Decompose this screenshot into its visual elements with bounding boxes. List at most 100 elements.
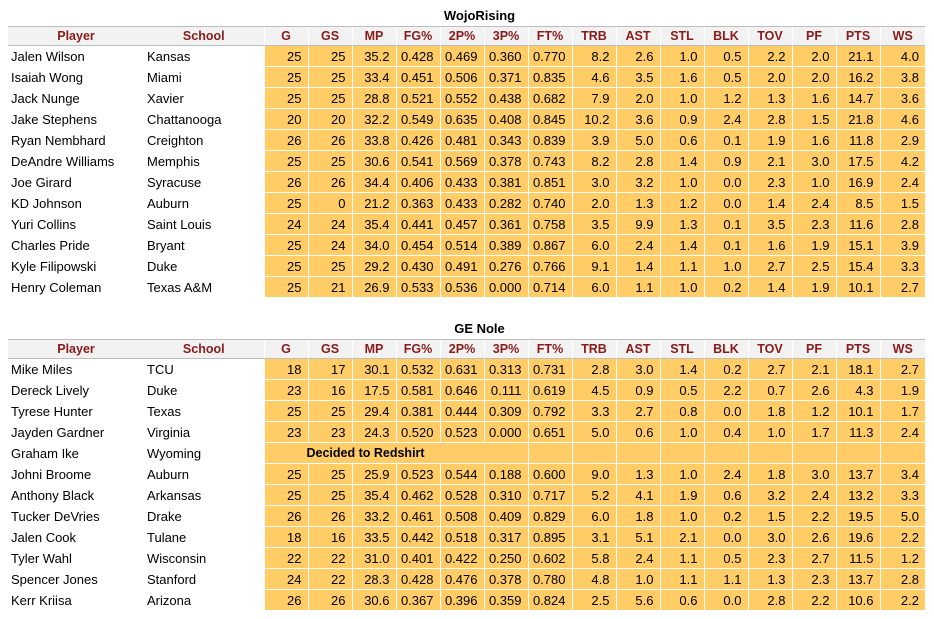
player-name: Dereck Lively bbox=[8, 379, 144, 401]
stat-cell: 1.0 bbox=[659, 45, 704, 67]
empty-stat-cell bbox=[571, 442, 616, 464]
player-name: Mike Miles bbox=[8, 358, 144, 380]
stat-cell: 26 bbox=[307, 505, 352, 527]
stat-cell: 25 bbox=[307, 400, 352, 422]
stat-cell: 0.433 bbox=[439, 171, 484, 193]
stat-cell: 2.3 bbox=[791, 213, 836, 235]
stat-cell: 3.0 bbox=[747, 526, 792, 548]
stat-cell: 0.6 bbox=[659, 589, 704, 611]
team-title: WojoRising bbox=[443, 8, 516, 23]
stat-cell: 25 bbox=[263, 255, 308, 277]
stat-cell: 4.3 bbox=[835, 379, 880, 401]
table-row: Jalen Cook Tulane 18 16 33.5 0.442 0.518 0.317 0… bbox=[8, 526, 925, 548]
stat-cell: 25 bbox=[263, 484, 308, 506]
stat-cell: 0.829 bbox=[527, 505, 572, 527]
stat-cell: 0.381 bbox=[395, 400, 440, 422]
stat-cell: 2.1 bbox=[791, 358, 836, 380]
stat-cell: 14.7 bbox=[835, 87, 880, 109]
stat-cell: 0.000 bbox=[483, 421, 528, 443]
stat-cell: 8.2 bbox=[571, 150, 616, 172]
stat-cell: 0.635 bbox=[439, 108, 484, 130]
stat-cell: 0.438 bbox=[483, 87, 528, 109]
stat-cell: 1.0 bbox=[659, 505, 704, 527]
stat-cell: 2.1 bbox=[747, 150, 792, 172]
player-name: Tyler Wahl bbox=[8, 547, 144, 569]
stat-cell: 0.401 bbox=[395, 547, 440, 569]
stat-cell: 2.0 bbox=[615, 87, 660, 109]
school-name: Tulane bbox=[144, 526, 264, 548]
stat-cell: 1.8 bbox=[747, 400, 792, 422]
stat-cell: 0.506 bbox=[439, 66, 484, 88]
stat-cell: 0.528 bbox=[439, 484, 484, 506]
stat-cell: 6.0 bbox=[571, 505, 616, 527]
player-name: Jalen Cook bbox=[8, 526, 144, 548]
stat-cell: 5.2 bbox=[571, 484, 616, 506]
stat-cell: 0.867 bbox=[527, 234, 572, 256]
school-name: Bryant bbox=[144, 234, 264, 256]
stat-cell: 1.5 bbox=[879, 192, 925, 214]
stat-cell: 2.0 bbox=[791, 66, 836, 88]
stat-cell: 0.282 bbox=[483, 192, 528, 214]
table-row: Graham Ike Wyoming Decided to Redshirt bbox=[8, 442, 925, 464]
school-name: Wisconsin bbox=[144, 547, 264, 569]
stat-cell: 4.2 bbox=[879, 150, 925, 172]
column-header: PF bbox=[791, 339, 836, 359]
stat-cell: 3.0 bbox=[791, 150, 836, 172]
stat-cell: 1.2 bbox=[791, 400, 836, 422]
stat-cell: 0.378 bbox=[483, 150, 528, 172]
stat-cell: 0.508 bbox=[439, 505, 484, 527]
column-header: 3P% bbox=[483, 339, 528, 359]
stat-cell: 17.5 bbox=[835, 150, 880, 172]
stat-cell: 0.646 bbox=[439, 379, 484, 401]
stat-cell: 0.895 bbox=[527, 526, 572, 548]
player-name: Joe Girard bbox=[8, 171, 144, 193]
stat-cell: 0.367 bbox=[395, 589, 440, 611]
table-row: Dereck Lively Duke 23 16 17.5 0.581 0.646 0.111… bbox=[8, 379, 925, 401]
stat-cell: 35.2 bbox=[351, 45, 396, 67]
stat-cell: 1.5 bbox=[791, 108, 836, 130]
stat-cell: 0.441 bbox=[395, 213, 440, 235]
stat-cell: 0.188 bbox=[483, 463, 528, 485]
stat-cell: 2.3 bbox=[791, 568, 836, 590]
stat-cell: 26 bbox=[307, 171, 352, 193]
stat-cell: 28.3 bbox=[351, 568, 396, 590]
stat-cell: 1.1 bbox=[615, 276, 660, 298]
stat-cell: 1.8 bbox=[615, 505, 660, 527]
column-header: GS bbox=[307, 339, 352, 359]
stat-cell: 0.569 bbox=[439, 150, 484, 172]
stat-cell: 10.6 bbox=[835, 589, 880, 611]
player-name: Jalen Wilson bbox=[8, 45, 144, 67]
stat-cell: 26.9 bbox=[351, 276, 396, 298]
player-name: Graham Ike bbox=[8, 442, 144, 464]
stat-cell: 2.4 bbox=[703, 463, 748, 485]
stat-cell: 0.491 bbox=[439, 255, 484, 277]
stat-cell: 28.8 bbox=[351, 87, 396, 109]
stat-cell: 2.7 bbox=[747, 255, 792, 277]
stat-cell: 0.360 bbox=[483, 45, 528, 67]
school-name: Memphis bbox=[144, 150, 264, 172]
empty-stat-cell bbox=[615, 442, 660, 464]
stat-cell: 0.444 bbox=[439, 400, 484, 422]
stat-cell: 2.4 bbox=[791, 484, 836, 506]
stat-cell: 0.714 bbox=[527, 276, 572, 298]
stat-cell: 3.6 bbox=[879, 87, 925, 109]
school-name: Wyoming bbox=[144, 442, 264, 464]
stat-cell: 0.792 bbox=[527, 400, 572, 422]
stat-cell: 0.111 bbox=[483, 379, 528, 401]
stat-cell: 10.2 bbox=[571, 108, 616, 130]
stat-cell: 7.9 bbox=[571, 87, 616, 109]
table-row: Isaiah Wong Miami 25 25 33.4 0.451 0.506 0.371 0… bbox=[8, 66, 925, 88]
table-row: Joe Girard Syracuse 26 26 34.4 0.406 0.433 0.38… bbox=[8, 171, 925, 193]
stat-cell: 13.7 bbox=[835, 568, 880, 590]
school-name: Syracuse bbox=[144, 171, 264, 193]
column-header: Player bbox=[8, 339, 144, 359]
column-header: AST bbox=[615, 339, 660, 359]
stat-cell: 2.8 bbox=[879, 568, 925, 590]
stat-cell: 25 bbox=[263, 192, 308, 214]
stat-cell: 0.523 bbox=[439, 421, 484, 443]
table-body: Jalen Wilson Kansas 25 25 35.2 0.428 0.469 0.36… bbox=[8, 45, 925, 298]
stat-cell: 22 bbox=[307, 547, 352, 569]
column-header: TRB bbox=[571, 339, 616, 359]
stat-cell: 2.4 bbox=[879, 421, 925, 443]
stat-cell: 0.552 bbox=[439, 87, 484, 109]
